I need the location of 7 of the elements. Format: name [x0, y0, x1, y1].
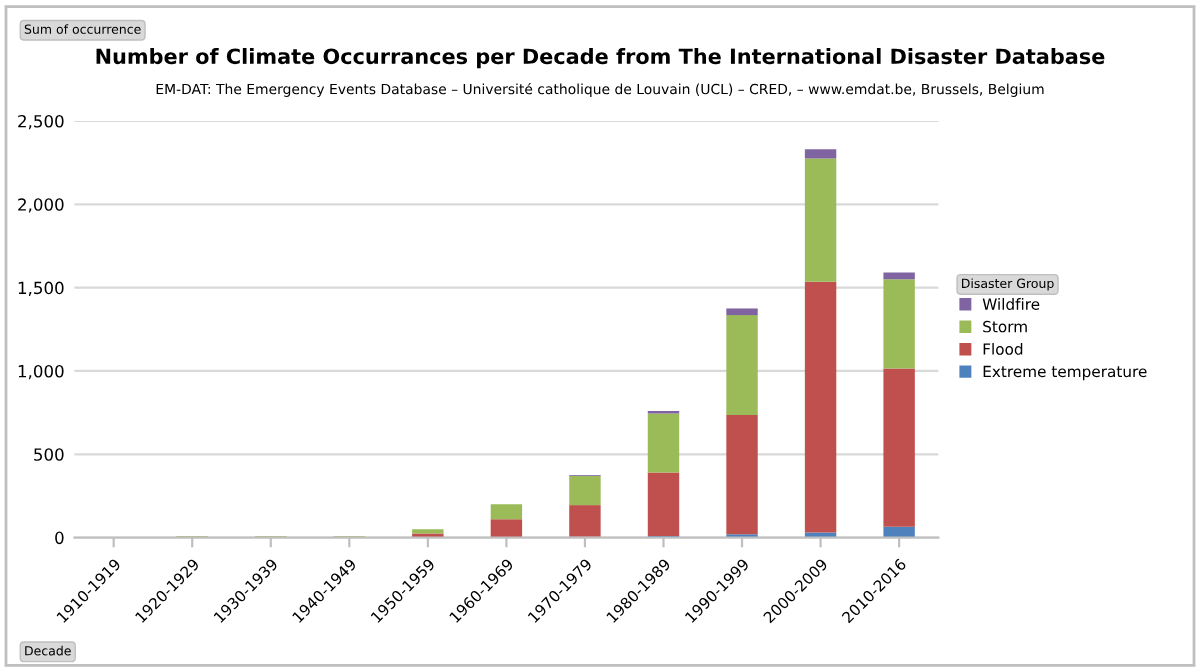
y-tick-label: 2,000	[18, 198, 64, 213]
chart-title: Number of Climate Occurrances per Decade from The International Disaster Database	[96, 48, 1105, 69]
y-tick-label: 500	[34, 448, 64, 461]
y-tick-label: 2,500	[18, 114, 64, 130]
y-tick-label: 1,000	[18, 364, 64, 380]
y-tick-label: 0	[55, 531, 64, 545]
y-tick-label: 1,500	[18, 281, 64, 296]
